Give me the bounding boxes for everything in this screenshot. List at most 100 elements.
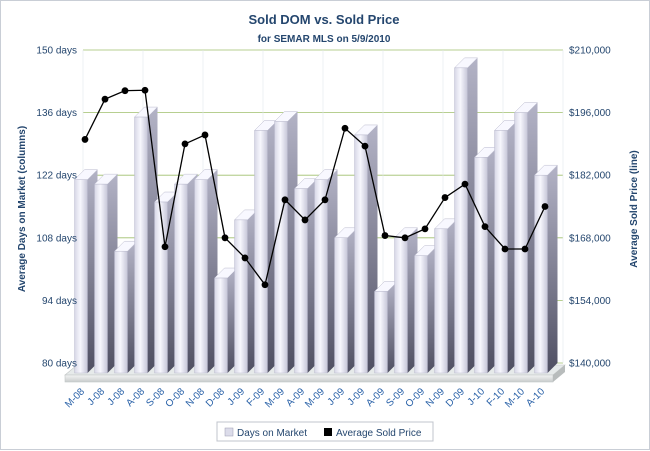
y2-tick-label: $196,000 (569, 108, 611, 119)
price-marker (341, 124, 349, 132)
column-bar (413, 245, 439, 374)
price-marker (241, 254, 249, 262)
price-marker (141, 86, 149, 94)
column-bar-front (534, 174, 548, 374)
column-bar (393, 227, 419, 374)
column-bar (333, 227, 359, 374)
column-bar (73, 169, 99, 374)
floor-side (553, 365, 565, 382)
y-tick-label: 108 days (36, 233, 77, 244)
x-tick-label: M-09 (303, 386, 327, 410)
x-tick-label: F-10 (485, 386, 508, 409)
x-tick-label: J-10 (466, 386, 488, 408)
x-tick-label: J-09 (346, 386, 368, 408)
price-marker (101, 95, 109, 103)
y2-tick-label: $168,000 (569, 233, 611, 244)
y-tick-label: 80 days (42, 359, 77, 370)
price-marker (321, 196, 329, 204)
column-bar (453, 57, 479, 374)
x-tick-label: J-08 (86, 386, 108, 408)
column-bar-front (374, 291, 388, 374)
column-series (73, 57, 559, 374)
price-marker (121, 87, 129, 95)
column-bar-front (94, 183, 108, 374)
column-bar-front (74, 179, 88, 374)
column-bar-front (514, 112, 528, 374)
legend-label-line: Average Sold Price (336, 428, 422, 439)
price-line (84, 89, 546, 287)
price-marker (361, 142, 369, 150)
column-bar-front (254, 130, 268, 374)
chart-subtitle: for SEMAR MLS on 5/9/2010 (258, 34, 391, 45)
column-bar-front (174, 183, 188, 374)
legend-label-columns: Days on Market (237, 428, 307, 439)
column-bar-front (314, 179, 328, 374)
column-bar (213, 267, 239, 374)
column-bar-front (474, 157, 488, 374)
price-marker (381, 232, 389, 239)
x-tick-label: M-08 (63, 386, 87, 410)
x-tick-label: O-09 (404, 386, 428, 410)
column-bar (153, 191, 179, 374)
column-bar (373, 281, 399, 374)
x-tick-label: A-09 (284, 386, 307, 409)
column-bar-front (394, 237, 408, 374)
y-tick-label: 136 days (36, 108, 77, 119)
column-bar-front (274, 121, 288, 374)
price-marker (201, 131, 209, 139)
column-bar (173, 173, 199, 374)
column-bar (313, 169, 339, 374)
price-marker (81, 136, 89, 143)
x-tick-label: D-09 (444, 386, 467, 409)
column-bar-front (214, 277, 228, 374)
y-tick-label: 150 days (36, 46, 77, 57)
x-tick-label: A-09 (364, 386, 387, 409)
column-bar-front (434, 228, 448, 374)
price-marker (221, 234, 229, 242)
column-bar (513, 102, 539, 374)
price-marker (461, 180, 469, 188)
x-axis-ticks: M-08J-08J-08A-08S-08O-08N-08D-08J-09F-09… (63, 386, 547, 410)
column-bar-front (194, 179, 208, 374)
column-bar (193, 169, 219, 374)
y-axis-label: Average Days on Market (columns) (17, 126, 28, 292)
price-marker (261, 281, 269, 289)
legend: Days on Market Average Sold Price (216, 421, 434, 442)
price-marker (301, 216, 309, 224)
x-tick-label: N-08 (184, 386, 207, 409)
price-marker (181, 140, 189, 148)
price-marker (401, 234, 409, 242)
x-tick-label: F-09 (245, 386, 268, 409)
y2-tick-label: $182,000 (569, 171, 611, 182)
x-tick-label: O-08 (164, 386, 188, 410)
column-bar (433, 218, 459, 374)
y2-tick-label: $154,000 (569, 296, 611, 307)
price-marker (541, 203, 549, 210)
column-bar-front (414, 255, 428, 374)
column-bar (293, 178, 319, 374)
column-bar-front (234, 219, 248, 374)
column-bar (133, 106, 159, 374)
price-marker (501, 245, 509, 253)
column-bar-front (294, 188, 308, 374)
column-bar-front (454, 67, 468, 374)
x-tick-label: M-09 (263, 386, 287, 410)
column-bar-front (134, 116, 148, 374)
price-marker (481, 223, 489, 231)
x-tick-label: A-10 (524, 386, 547, 409)
x-tick-label: A-08 (124, 386, 147, 409)
y2-tick-label: $140,000 (569, 359, 611, 370)
price-marker (421, 225, 429, 233)
price-marker (441, 194, 449, 201)
x-tick-label: S-08 (144, 386, 167, 409)
column-bar (93, 173, 119, 374)
legend-swatch-line (324, 428, 332, 436)
column-bar-front (114, 251, 128, 374)
x-tick-label: J-08 (106, 386, 128, 408)
y-tick-label: 94 days (42, 296, 77, 307)
y-tick-label: 122 days (36, 171, 77, 182)
right-axis-ticks: $140,000 $154,000 $168,000 $182,000 $196,000… (569, 46, 611, 370)
x-tick-label: N-09 (424, 386, 447, 409)
x-tick-label: D-08 (204, 386, 227, 409)
